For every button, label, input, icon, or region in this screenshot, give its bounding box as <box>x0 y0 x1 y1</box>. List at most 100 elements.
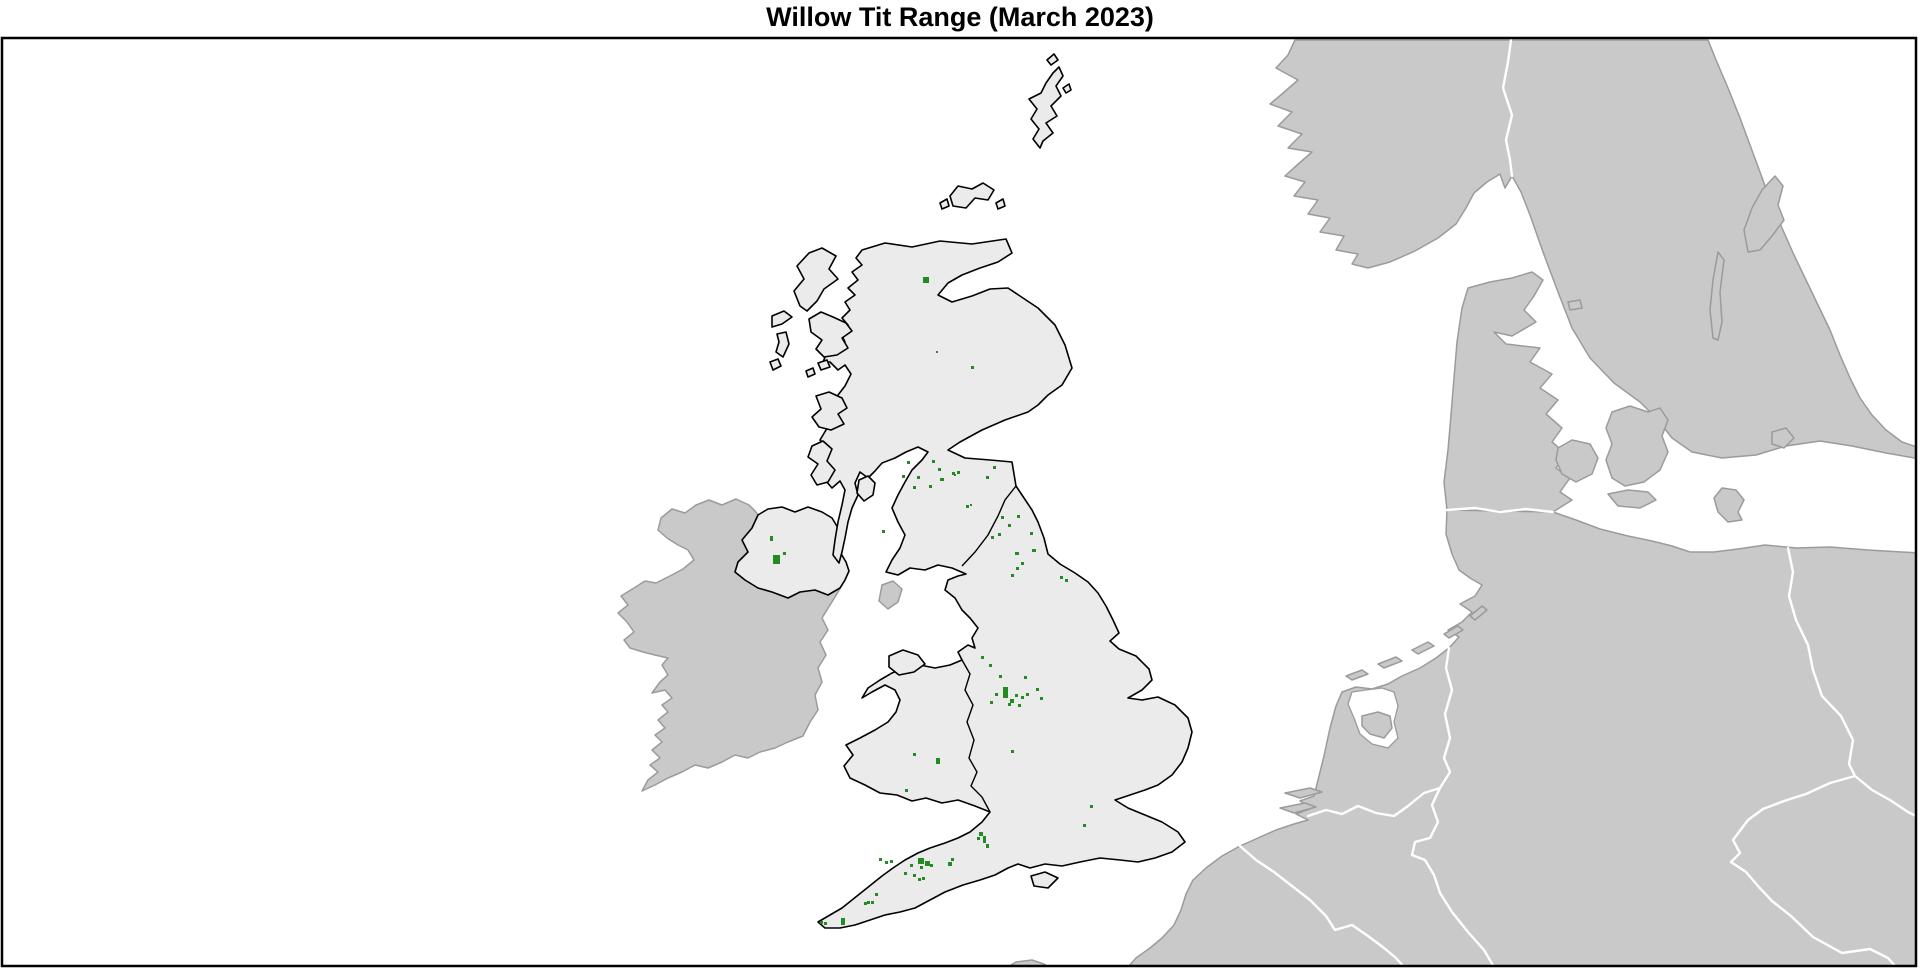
range-dot <box>1090 805 1093 808</box>
south-uist <box>775 331 790 358</box>
range-dot <box>1026 693 1029 696</box>
range-dot <box>824 922 827 925</box>
range-dot <box>1008 524 1011 527</box>
range-dot <box>905 789 908 792</box>
range-dots <box>770 277 1093 925</box>
orkney <box>939 182 1006 210</box>
range-dot <box>936 758 940 764</box>
range-dot <box>922 877 925 880</box>
range-dot <box>998 533 1001 536</box>
anholt-island <box>1567 299 1583 311</box>
range-dot <box>910 864 913 867</box>
range-dot <box>871 901 874 904</box>
funen-island <box>1555 439 1599 483</box>
range-dot <box>971 366 974 369</box>
range-dot <box>917 476 920 479</box>
border-germany-netherlands <box>1438 646 1454 790</box>
range-dot <box>951 858 954 861</box>
skye <box>808 311 853 358</box>
barra <box>769 358 782 371</box>
range-dot <box>948 862 952 866</box>
range-dot <box>932 460 935 463</box>
range-dot <box>1021 562 1024 565</box>
border-netherlands-belgium <box>1306 786 1442 818</box>
range-dot <box>999 675 1002 678</box>
range-dot <box>1060 576 1063 579</box>
range-dot <box>1083 824 1086 827</box>
range-dot <box>1030 532 1033 535</box>
border-belgium-germany <box>1410 786 1495 966</box>
range-dot <box>1040 697 1043 700</box>
range-dot <box>970 504 972 506</box>
range-dot <box>1011 750 1014 753</box>
rhine-delta-islands <box>1279 787 1323 814</box>
flevoland <box>1361 711 1393 739</box>
range-dot <box>913 753 916 756</box>
range-dot <box>938 468 941 471</box>
range-dot <box>1008 703 1011 706</box>
normandy-coast <box>1008 959 1048 966</box>
range-dot <box>1036 688 1039 691</box>
range-dot <box>986 476 989 479</box>
range-dot <box>770 536 773 541</box>
range-dot <box>913 874 916 877</box>
range-dot <box>1065 579 1068 582</box>
range-dot <box>864 902 867 905</box>
shetland <box>1028 53 1072 149</box>
range-dot <box>882 530 885 533</box>
range-dot <box>977 837 980 840</box>
range-dot <box>1003 687 1008 698</box>
range-dot <box>841 918 845 925</box>
range-dot <box>995 693 998 696</box>
range-dot <box>993 466 996 469</box>
range-dot <box>966 505 969 508</box>
oland-island <box>1709 251 1725 341</box>
map-title: Willow Tit Range (March 2023) <box>766 2 1154 32</box>
anglesey <box>888 649 926 676</box>
range-dot <box>904 872 907 875</box>
range-dot <box>1015 694 1018 697</box>
range-dot <box>918 858 924 864</box>
range-dot <box>981 656 984 659</box>
range-dot <box>913 486 916 489</box>
frisian-islands <box>1345 605 1488 681</box>
border-norway-sweden <box>1501 38 1514 178</box>
range-dot <box>954 474 956 476</box>
range-dot <box>907 461 910 464</box>
range-dot <box>929 485 932 488</box>
great-britain <box>817 238 1193 929</box>
border-denmark-germany <box>1445 506 1555 514</box>
range-dot <box>989 664 992 667</box>
range-dot <box>783 552 786 555</box>
lewis-harris <box>793 247 839 312</box>
range-dot <box>875 893 878 896</box>
small-isles <box>805 359 831 378</box>
range-dot <box>1017 515 1020 518</box>
range-dot <box>930 864 933 867</box>
range-dot <box>979 832 983 836</box>
range-dot <box>820 921 823 924</box>
isle-of-man <box>878 580 903 610</box>
range-dot <box>902 475 905 478</box>
northern-ireland <box>734 506 850 599</box>
range-dot <box>1010 699 1014 703</box>
range-dot <box>991 536 994 539</box>
north-uist <box>771 310 793 328</box>
range-dot <box>986 844 989 848</box>
range-dot <box>879 858 882 861</box>
range-dot <box>1021 696 1024 699</box>
range-dot <box>952 472 955 475</box>
range-dot <box>885 861 888 864</box>
range-dot <box>1011 574 1014 577</box>
range-dot <box>867 901 870 904</box>
border-england-wales <box>961 659 991 813</box>
border-poland-czech <box>1853 774 1916 818</box>
lolland-island <box>1607 489 1657 509</box>
map-frame <box>0 36 1918 968</box>
range-dot <box>983 836 986 843</box>
isle-of-wight <box>1030 871 1059 889</box>
range-dot <box>1015 552 1019 555</box>
range-dot <box>1001 516 1004 519</box>
